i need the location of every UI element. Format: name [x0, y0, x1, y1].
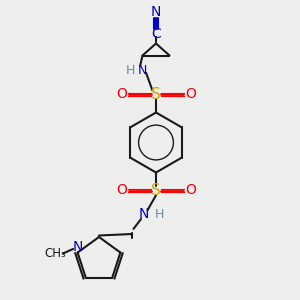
- Text: CH₃: CH₃: [45, 247, 66, 260]
- Text: C: C: [151, 28, 161, 41]
- Text: O: O: [116, 184, 127, 197]
- Text: S: S: [151, 183, 161, 198]
- Text: O: O: [185, 88, 196, 101]
- Text: S: S: [151, 87, 161, 102]
- Text: O: O: [185, 184, 196, 197]
- Text: N: N: [138, 64, 147, 77]
- Text: H: H: [126, 64, 135, 77]
- Text: O: O: [116, 88, 127, 101]
- Text: N: N: [72, 240, 83, 254]
- Text: N: N: [151, 5, 161, 19]
- Text: N: N: [139, 208, 149, 221]
- Text: H: H: [155, 208, 164, 221]
